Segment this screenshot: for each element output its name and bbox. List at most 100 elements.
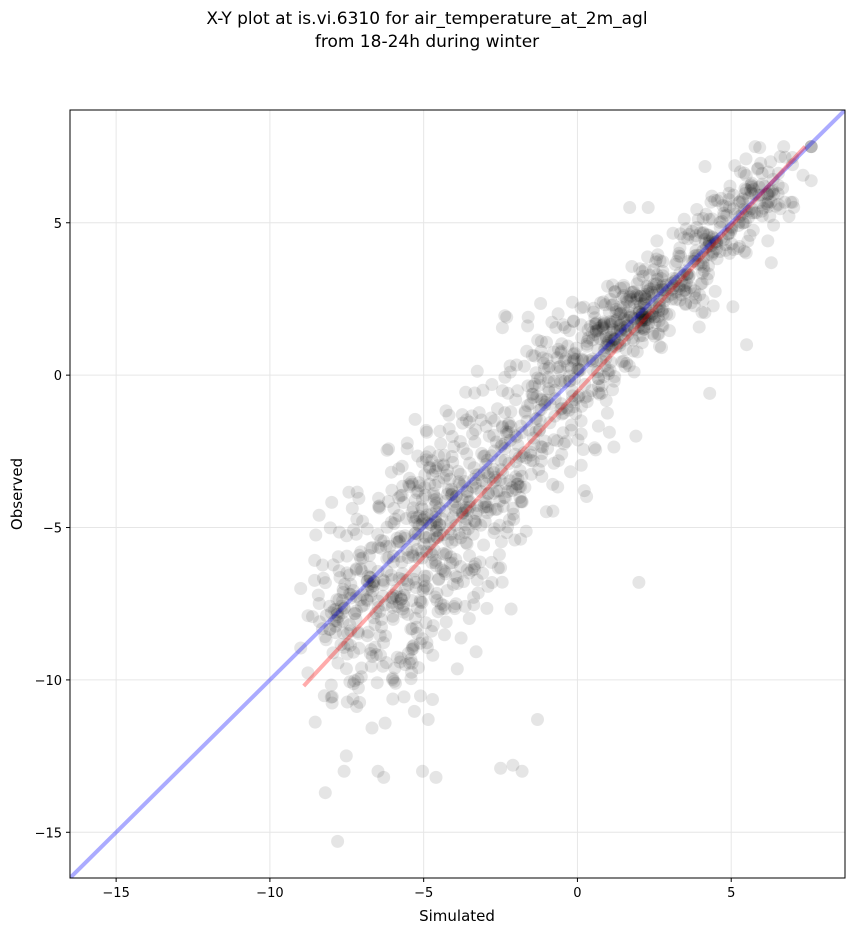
- scatter-point: [374, 648, 387, 662]
- scatter-point: [526, 387, 540, 401]
- scatter-point: [648, 316, 662, 329]
- scatter-point: [406, 477, 420, 491]
- scatter-point: [684, 296, 698, 310]
- scatter-point: [740, 338, 754, 352]
- scatter-point: [442, 422, 456, 436]
- scatter-point: [392, 596, 406, 610]
- scatter-point: [398, 658, 412, 672]
- scatter-point: [308, 573, 322, 587]
- scatter-point: [617, 281, 631, 295]
- scatter-point: [647, 277, 661, 291]
- scatter-point: [682, 271, 696, 284]
- scatter-point: [744, 178, 758, 192]
- scatter-point: [528, 412, 542, 426]
- scatter-point: [318, 630, 332, 644]
- axis-layer: −15 −10 −5 0 5 −15 −10 −5 0 5: [35, 217, 736, 901]
- scatter-point: [570, 352, 584, 366]
- scatter-point: [505, 484, 519, 498]
- scatter-point: [567, 400, 581, 414]
- scatter-point: [463, 495, 477, 508]
- scatter-point: [522, 423, 536, 437]
- scatter-point: [467, 514, 481, 528]
- scatter-point: [760, 187, 774, 201]
- x-tick-label: −10: [256, 886, 283, 901]
- scatter-point: [582, 331, 596, 345]
- scatter-point: [510, 477, 524, 491]
- scatter-point: [504, 405, 518, 419]
- scatter-point: [498, 441, 512, 455]
- scatter-point: [536, 440, 549, 454]
- scatter-point: [408, 611, 422, 625]
- scatter-point: [379, 656, 393, 670]
- scatter-point: [614, 328, 628, 341]
- scatter-point: [696, 244, 710, 258]
- scatter-point: [625, 260, 639, 273]
- scatter-point: [705, 189, 719, 203]
- scatter-point: [580, 339, 594, 353]
- scatter-point: [524, 397, 537, 411]
- scatter-point: [364, 589, 378, 603]
- scatter-point: [350, 700, 364, 713]
- scatter-point: [764, 256, 778, 270]
- scatter-point: [493, 494, 507, 508]
- scatter-point: [648, 310, 662, 324]
- scatter-point: [640, 284, 654, 298]
- scatter-point: [660, 307, 674, 321]
- scatter-point: [572, 363, 586, 377]
- scatter-point: [597, 370, 611, 384]
- scatter-point: [491, 402, 504, 416]
- scatter-point: [694, 277, 708, 291]
- scatter-point: [630, 345, 644, 359]
- scatter-point: [591, 419, 605, 433]
- scatter-point: [405, 622, 419, 636]
- scatter-point: [513, 490, 527, 504]
- scatter-point: [323, 622, 337, 636]
- scatter-point: [327, 603, 341, 617]
- scatter-point: [367, 579, 381, 593]
- scatter-point: [488, 474, 502, 487]
- scatter-point: [490, 502, 504, 516]
- scatter-point: [453, 467, 467, 481]
- scatter-point: [420, 545, 434, 559]
- scatter-point: [652, 304, 666, 318]
- scatter-point: [428, 499, 442, 513]
- scatter-point: [468, 562, 482, 576]
- scatter-point: [630, 277, 644, 291]
- scatter-point: [469, 645, 483, 659]
- scatter-point: [414, 689, 427, 703]
- scatter-point: [738, 182, 752, 196]
- scatter-point: [309, 528, 323, 542]
- scatter-point: [340, 566, 354, 580]
- scatter-point: [364, 659, 378, 673]
- scatter-point: [347, 645, 360, 659]
- scatter-point: [463, 549, 476, 563]
- scatter-point: [480, 601, 494, 615]
- scatter-point: [652, 314, 666, 328]
- scatter-point: [596, 322, 610, 335]
- scatter-point: [382, 551, 396, 564]
- scatter-point: [449, 490, 463, 503]
- scatter-point: [433, 424, 447, 438]
- scatter-point: [666, 281, 680, 295]
- scatter-point: [487, 428, 501, 442]
- scatter-point: [574, 301, 588, 315]
- scatter-point: [405, 643, 419, 656]
- scatter-point: [643, 282, 657, 296]
- scatter-point: [497, 490, 511, 504]
- scatter-point: [667, 279, 681, 293]
- scatter-point: [331, 615, 345, 629]
- scatter-point: [338, 577, 352, 591]
- scatter-point: [417, 581, 431, 595]
- scatter-point: [416, 551, 430, 565]
- scatter-point: [635, 309, 649, 323]
- scatter-point: [710, 194, 724, 208]
- scatter-point: [426, 619, 440, 633]
- scatter-point: [659, 278, 673, 292]
- scatter-point: [564, 423, 578, 437]
- scatter-point: [687, 287, 701, 301]
- scatter-point: [406, 548, 420, 562]
- scatter-point: [577, 300, 591, 314]
- scatter-point: [389, 589, 403, 603]
- scatter-point: [363, 577, 376, 591]
- scatter-point: [689, 291, 703, 305]
